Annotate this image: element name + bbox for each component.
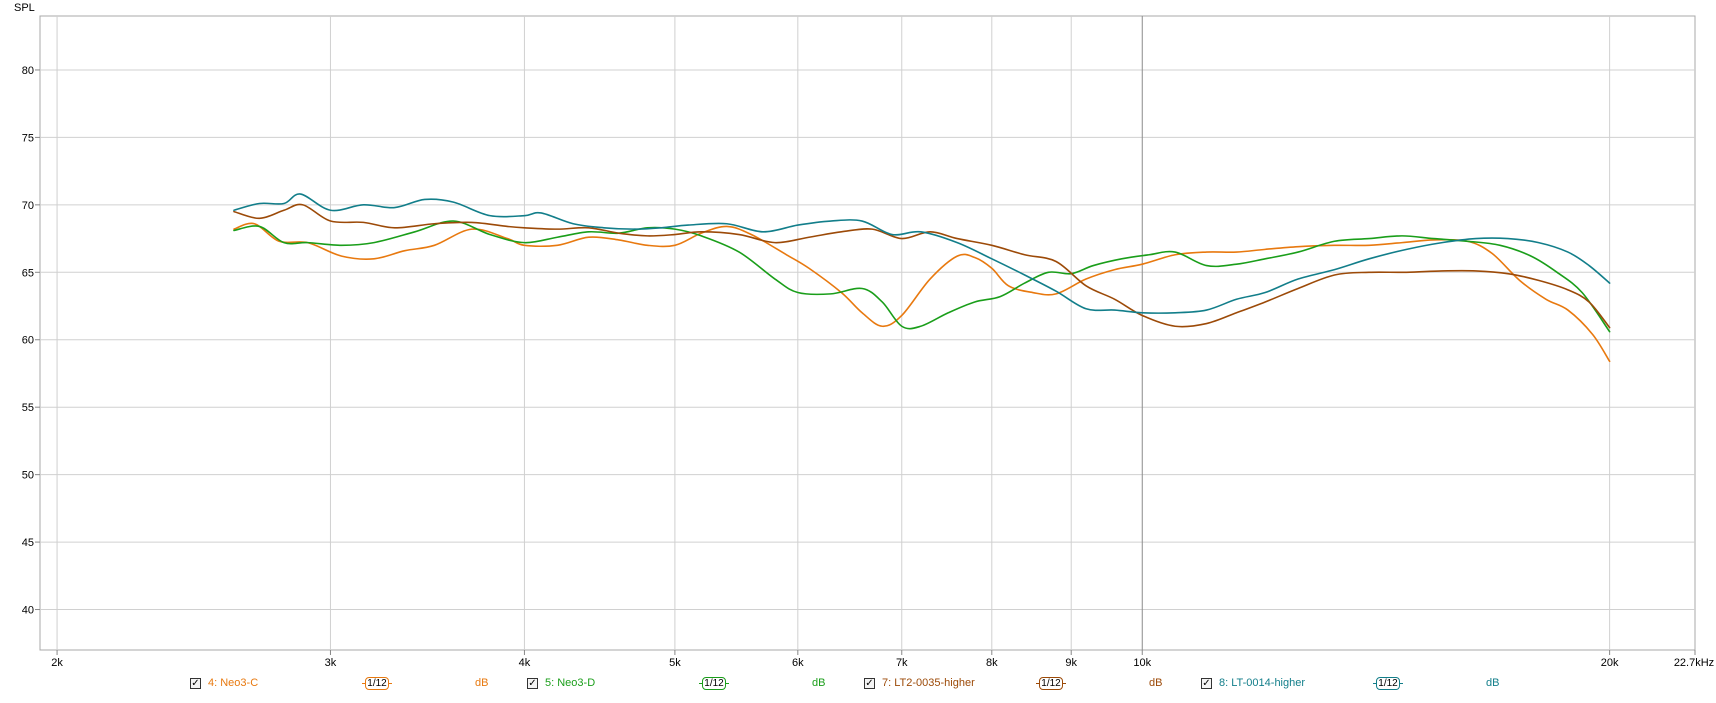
y-tick-label: 75 (22, 132, 34, 144)
x-tick-label: 22.7kHz (1674, 657, 1714, 669)
smoothing-label: 1/12 (1378, 678, 1398, 689)
x-tick-label: 5k (669, 657, 681, 669)
series-line (233, 203, 1611, 329)
legend-series-name: 8: LT-0014-higher (1219, 677, 1306, 689)
y-tick-label: 55 (22, 402, 34, 414)
smoothing-button[interactable]: 1/12 (699, 676, 729, 692)
plot-area (39, 15, 1696, 651)
x-tick-label: 9k (1065, 657, 1077, 669)
legend-unit: dB (812, 677, 826, 689)
smoothing-button[interactable]: 1/12 (362, 676, 392, 692)
x-tick-label: 10k (1133, 657, 1151, 669)
series-line (233, 193, 1611, 314)
series-checkbox[interactable]: ✓ (190, 678, 201, 689)
x-tick-label: 7k (896, 657, 908, 669)
y-tick-labels: 40 45 50 55 60 65 70 75 80 (22, 65, 40, 617)
legend-series-name: 4: Neo3-C (208, 677, 259, 689)
y-tick-label: 45 (22, 537, 34, 549)
series-checkbox[interactable]: ✓ (527, 678, 538, 689)
y-tick-label: 60 (22, 335, 34, 347)
legend-series-name: 7: LT2-0035-higher (882, 677, 975, 689)
grid-lines (40, 16, 1695, 650)
legend: ✓ 4: Neo3-C 1/12 dB ✓ 5: Neo3-D 1/12 dB … (0, 676, 1716, 698)
legend-series-name: 5: Neo3-D (545, 677, 596, 689)
x-tick-label: 4k (519, 657, 531, 669)
frequency-response-chart: SPL 40 45 50 55 60 65 70 75 80 2k 3k 4k 5k 6k 7k 8k 9k 1… (14, 2, 1714, 669)
y-tick-label: 50 (22, 470, 34, 482)
smoothing-label: 1/12 (1041, 678, 1061, 689)
legend-unit: dB (1149, 677, 1163, 689)
x-tick-label: 6k (792, 657, 804, 669)
y-tick-label: 65 (22, 267, 34, 279)
series-checkbox[interactable]: ✓ (864, 678, 875, 689)
smoothing-label: 1/12 (367, 678, 387, 689)
series-line (233, 220, 1611, 333)
y-tick-label: 40 (22, 605, 34, 617)
x-tick-labels: 2k 3k 4k 5k 6k 7k 8k 9k 10k 20k 22.7kHz (51, 650, 1714, 669)
legend-unit: dB (1486, 677, 1500, 689)
x-tick-label: 3k (325, 657, 337, 669)
smoothing-label: 1/12 (704, 678, 724, 689)
series-checkbox[interactable]: ✓ (1201, 678, 1212, 689)
x-tick-label: 20k (1601, 657, 1619, 669)
y-tick-label: 80 (22, 65, 34, 77)
series-line (233, 222, 1611, 363)
smoothing-button[interactable]: 1/12 (1036, 676, 1066, 692)
x-tick-label: 8k (986, 657, 998, 669)
smoothing-button[interactable]: 1/12 (1373, 676, 1403, 692)
legend-unit: dB (475, 677, 489, 689)
y-tick-label: 70 (22, 200, 34, 212)
x-tick-label: 2k (51, 657, 63, 669)
series-lines (233, 193, 1611, 363)
y-axis-label: SPL (14, 2, 35, 14)
